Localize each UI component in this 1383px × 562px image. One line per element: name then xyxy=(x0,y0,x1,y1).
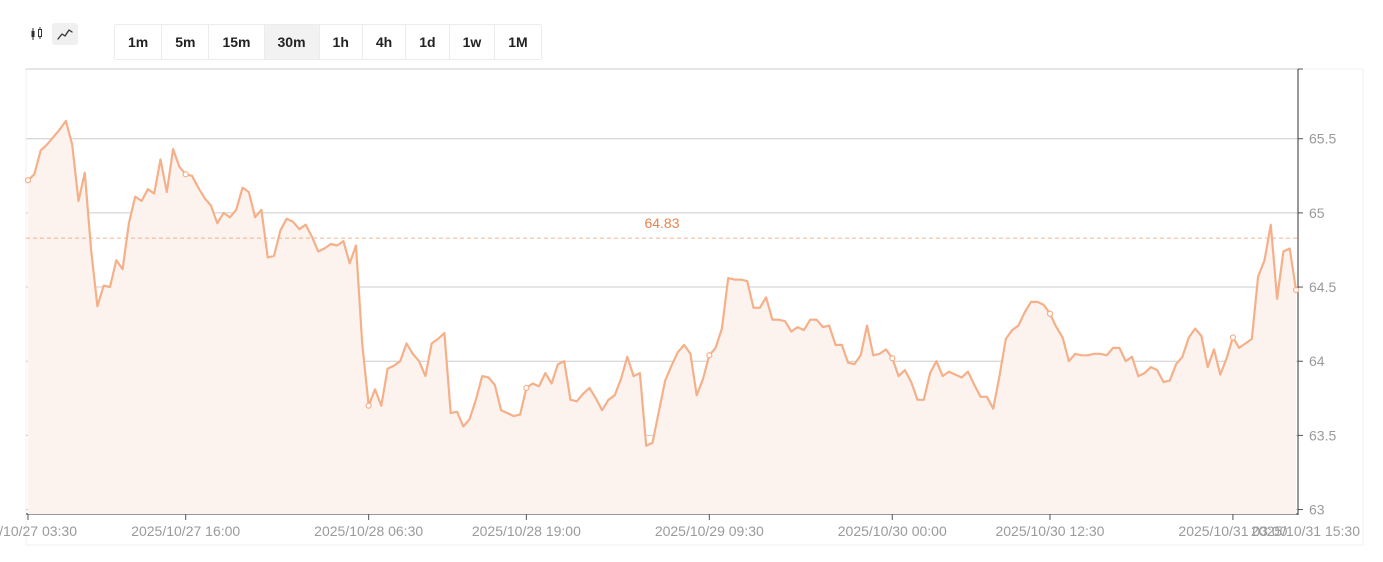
line-chart-button[interactable] xyxy=(52,23,78,45)
y-tick-label: 63.5 xyxy=(1309,427,1336,443)
x-tick-label: 2025/10/28 06:30 xyxy=(314,523,423,539)
chart-type-toggle xyxy=(24,23,78,45)
data-point-marker xyxy=(1292,286,1300,294)
line-chart-icon xyxy=(57,29,73,40)
data-point-marker xyxy=(182,171,189,178)
data-point-marker xyxy=(523,384,530,392)
interval-selector: 1m 5m 15m 30m 1h 4h 1d 1w 1M xyxy=(114,24,542,60)
data-point-marker xyxy=(706,352,713,359)
x-tick-label: 2025/10/31 03:00 xyxy=(1178,523,1287,539)
x-tick-label: 2025/10/30 12:30 xyxy=(995,523,1104,539)
data-point-marker xyxy=(1229,334,1237,341)
interval-1w-button[interactable]: 1w xyxy=(450,25,496,59)
x-tick-label: 2025/10/29 09:30 xyxy=(655,523,764,539)
price-area xyxy=(28,120,1296,515)
interval-5m-button[interactable]: 5m xyxy=(162,25,210,59)
x-tick-label: 2025/10/31 15:30 xyxy=(1251,523,1360,539)
interval-1M-button[interactable]: 1M xyxy=(508,34,528,50)
interval-1m-button[interactable]: 1m xyxy=(115,25,163,59)
candlestick-icon xyxy=(31,27,42,40)
x-tick-label: 2025/10/27 03:30 xyxy=(0,523,77,539)
y-tick-label: 63 xyxy=(1309,502,1325,518)
data-point-marker xyxy=(889,355,896,362)
y-tick-label: 64 xyxy=(1309,353,1325,369)
interval-1d-button[interactable]: 1d xyxy=(406,25,450,59)
candlestick-chart-button[interactable] xyxy=(24,23,50,45)
y-tick-label: 64.5 xyxy=(1309,279,1336,295)
data-point-marker xyxy=(24,177,32,184)
current-price-label: 64.83 xyxy=(644,215,679,231)
data-point-marker xyxy=(365,402,372,409)
interval-15m-button[interactable]: 15m xyxy=(209,25,265,59)
interval-30m-button[interactable]: 30m xyxy=(264,25,320,59)
x-tick-label: 2025/10/27 16:00 xyxy=(131,523,240,539)
data-point-marker xyxy=(1046,310,1054,317)
y-tick-label: 65 xyxy=(1309,205,1325,221)
price-line xyxy=(27,119,1298,447)
x-tick-label: 2025/10/28 19:00 xyxy=(472,523,581,539)
y-tick-label: 65.5 xyxy=(1309,131,1336,147)
interval-1h-button[interactable]: 1h xyxy=(320,25,363,59)
interval-4h-button[interactable]: 4h xyxy=(363,25,407,59)
x-tick-label: 2025/10/30 00:00 xyxy=(838,523,947,539)
